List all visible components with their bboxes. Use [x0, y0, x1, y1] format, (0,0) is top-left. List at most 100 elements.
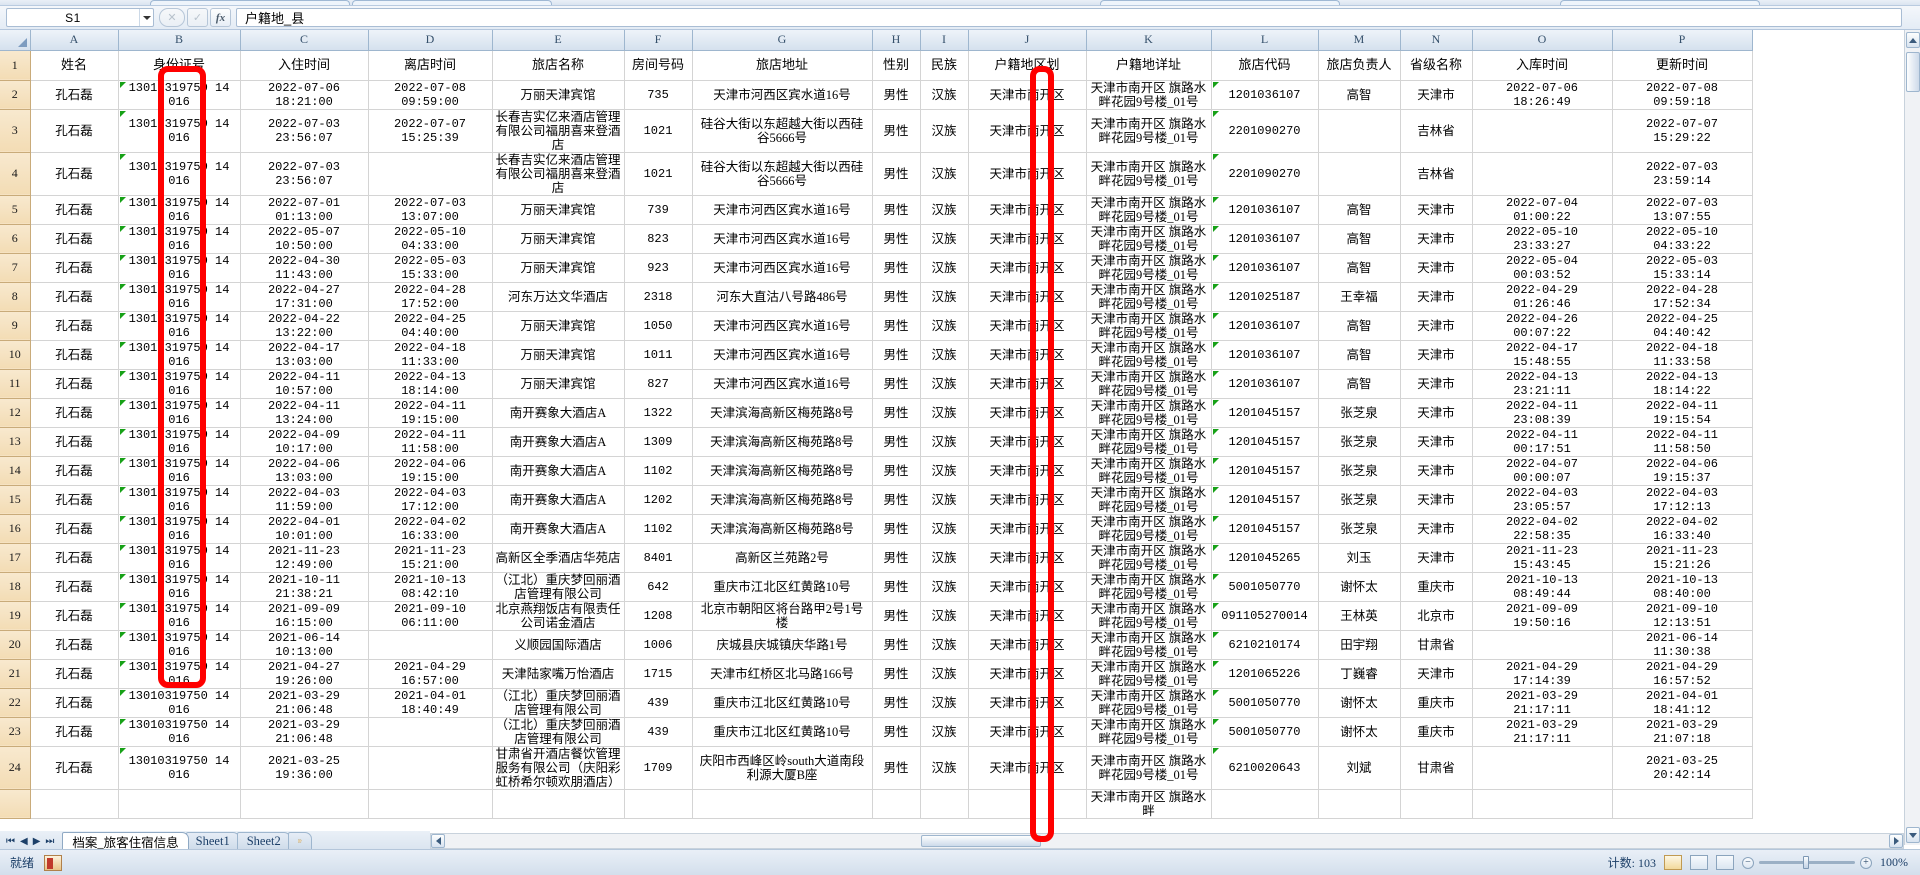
cell-import-time[interactable]: 2021-10-13 08:49:44: [1472, 572, 1613, 602]
header-cell-update-time[interactable]: 更新时间: [1612, 50, 1753, 81]
cell-ethnicity[interactable]: 汉族: [920, 746, 969, 790]
cell-checkout[interactable]: 2022-04-13 18:14:00: [368, 369, 493, 399]
cell-hotel-name[interactable]: （江北）重庆梦回丽酒店管理有限公司: [492, 717, 625, 747]
row-header-19[interactable]: 19: [0, 601, 31, 631]
cell-checkin[interactable]: 2022-07-03 23:56:07: [240, 109, 369, 153]
cell-room[interactable]: 739: [624, 195, 693, 225]
cell-household-region[interactable]: 天津市南开区: [968, 311, 1087, 341]
row-header-25[interactable]: [0, 789, 31, 819]
cell-household-address[interactable]: 天津市南开区 旗路水畔花园9号楼_01号: [1086, 109, 1212, 153]
cell-import-time[interactable]: [1472, 630, 1613, 660]
cell-name[interactable]: 孔石磊: [30, 601, 119, 631]
cell-name[interactable]: 孔石磊: [30, 109, 119, 153]
cell-hotel-name[interactable]: 长春吉实亿来酒店管理有限公司福朋喜来登酒店: [492, 109, 625, 153]
cell-import-time[interactable]: 2021-04-29 17:14:39: [1472, 659, 1613, 689]
cell-province[interactable]: 天津市: [1400, 659, 1473, 689]
cell-household-region[interactable]: 天津市南开区: [968, 514, 1087, 544]
header-cell-hotel-address[interactable]: 旅店地址: [692, 50, 873, 81]
column-header-M[interactable]: M: [1318, 30, 1401, 51]
column-header-I[interactable]: I: [920, 30, 969, 51]
cell-update-time[interactable]: 2022-05-03 15:33:14: [1612, 253, 1753, 283]
cell-ethnicity[interactable]: 汉族: [920, 688, 969, 718]
cell-hotel-address[interactable]: 硅谷大街以东超越大街以西硅谷5666号: [692, 152, 873, 196]
cell-province[interactable]: 天津市: [1400, 253, 1473, 283]
cell-household-region[interactable]: 天津市南开区: [968, 688, 1087, 718]
cell-update-time[interactable]: 2022-04-02 16:33:40: [1612, 514, 1753, 544]
select-all-corner[interactable]: [0, 30, 31, 51]
cancel-icon[interactable]: ✕: [159, 8, 185, 27]
cell-room[interactable]: 1322: [624, 398, 693, 428]
cell-id[interactable]: 13010319750 14 016: [118, 514, 241, 544]
cell-ethnicity[interactable]: 汉族: [920, 601, 969, 631]
record-macro-icon[interactable]: [44, 854, 63, 871]
column-header-A[interactable]: A: [30, 30, 119, 51]
cell-gender[interactable]: [872, 789, 921, 819]
cell-ethnicity[interactable]: 汉族: [920, 80, 969, 110]
cell-ethnicity[interactable]: 汉族: [920, 630, 969, 660]
cell-ethnicity[interactable]: 汉族: [920, 514, 969, 544]
column-header-B[interactable]: B: [118, 30, 241, 51]
cell-hotel-code[interactable]: 5001050770: [1211, 688, 1319, 718]
cell-checkin[interactable]: 2022-04-03 11:59:00: [240, 485, 369, 515]
cell-manager[interactable]: 谢怀太: [1318, 572, 1401, 602]
cell-import-time[interactable]: [1472, 789, 1613, 819]
row-header-18[interactable]: 18: [0, 572, 31, 602]
cell-household-address[interactable]: 天津市南开区 旗路水畔花园9号楼_01号: [1086, 340, 1212, 370]
cell-ethnicity[interactable]: 汉族: [920, 659, 969, 689]
cell-household-region[interactable]: 天津市南开区: [968, 427, 1087, 457]
cell-import-time[interactable]: 2021-09-09 19:50:16: [1472, 601, 1613, 631]
formula-input[interactable]: 户籍地_县: [236, 8, 1902, 27]
cell-checkout[interactable]: 2021-09-10 06:11:00: [368, 601, 493, 631]
cell-room[interactable]: 1011: [624, 340, 693, 370]
scroll-left-icon[interactable]: [431, 834, 445, 848]
cell-update-time[interactable]: 2022-04-03 17:12:13: [1612, 485, 1753, 515]
cell-import-time[interactable]: 2021-03-29 21:17:11: [1472, 688, 1613, 718]
cell-manager[interactable]: 谢怀太: [1318, 717, 1401, 747]
cell-name[interactable]: 孔石磊: [30, 398, 119, 428]
row-header-8[interactable]: 8: [0, 282, 31, 312]
cell-hotel-code[interactable]: 091105270014: [1211, 601, 1319, 631]
cell-manager[interactable]: 高智: [1318, 311, 1401, 341]
cell-room[interactable]: 823: [624, 224, 693, 254]
cell-gender[interactable]: 男性: [872, 572, 921, 602]
cell-hotel-code[interactable]: 1201036107: [1211, 311, 1319, 341]
cell-checkin[interactable]: 2022-07-03 23:56:07: [240, 152, 369, 196]
cell-province[interactable]: 吉林省: [1400, 152, 1473, 196]
cell-hotel-code[interactable]: 1201045157: [1211, 485, 1319, 515]
cell-household-region[interactable]: 天津市南开区: [968, 398, 1087, 428]
ribbon-tab-stub-1[interactable]: [150, 0, 350, 5]
cell-update-time[interactable]: [1612, 789, 1753, 819]
vertical-scroll-thumb[interactable]: [1906, 52, 1920, 92]
cell-room[interactable]: 1102: [624, 456, 693, 486]
cell-import-time[interactable]: 2022-04-03 23:05:57: [1472, 485, 1613, 515]
cell-household-address[interactable]: 天津市南开区 旗路水畔花园9号楼_01号: [1086, 427, 1212, 457]
cell-id[interactable]: 13010319750 14 016: [118, 427, 241, 457]
cell-hotel-address[interactable]: 天津滨海高新区梅苑路8号: [692, 427, 873, 457]
cell-hotel-name[interactable]: 万丽天津宾馆: [492, 253, 625, 283]
cell-checkout[interactable]: 2021-04-29 16:57:00: [368, 659, 493, 689]
cell-update-time[interactable]: 2021-09-10 12:13:51: [1612, 601, 1753, 631]
cell-hotel-address[interactable]: 庆城县庆城镇庆华路1号: [692, 630, 873, 660]
cell-checkin[interactable]: 2021-06-14 10:13:00: [240, 630, 369, 660]
cell-room[interactable]: 1715: [624, 659, 693, 689]
cell-household-region[interactable]: 天津市南开区: [968, 630, 1087, 660]
header-cell-checkin[interactable]: 入住时间: [240, 50, 369, 81]
cell-household-address[interactable]: 天津市南开区 旗路水畔花园9号楼_01号: [1086, 514, 1212, 544]
cell-province[interactable]: 天津市: [1400, 282, 1473, 312]
cell-ethnicity[interactable]: 汉族: [920, 427, 969, 457]
cell-checkout[interactable]: 2021-04-01 18:40:49: [368, 688, 493, 718]
cell-household-region[interactable]: 天津市南开区: [968, 456, 1087, 486]
cell-hotel-name[interactable]: （江北）重庆梦回丽酒店管理有限公司: [492, 572, 625, 602]
cell-gender[interactable]: 男性: [872, 195, 921, 225]
cell-name[interactable]: 孔石磊: [30, 746, 119, 790]
cell-gender[interactable]: 男性: [872, 601, 921, 631]
cell-hotel-code[interactable]: 1201045265: [1211, 543, 1319, 573]
cell-checkout[interactable]: 2022-07-08 09:59:00: [368, 80, 493, 110]
header-cell-import-time[interactable]: 入库时间: [1472, 50, 1613, 81]
cell-gender[interactable]: 男性: [872, 282, 921, 312]
cell-update-time[interactable]: 2021-10-13 08:40:00: [1612, 572, 1753, 602]
cell-province[interactable]: 甘肃省: [1400, 630, 1473, 660]
cell-hotel-name[interactable]: 万丽天津宾馆: [492, 311, 625, 341]
cell-update-time[interactable]: 2022-07-03 23:59:14: [1612, 152, 1753, 196]
cell-household-address[interactable]: 天津市南开区 旗路水畔花园9号楼_01号: [1086, 601, 1212, 631]
